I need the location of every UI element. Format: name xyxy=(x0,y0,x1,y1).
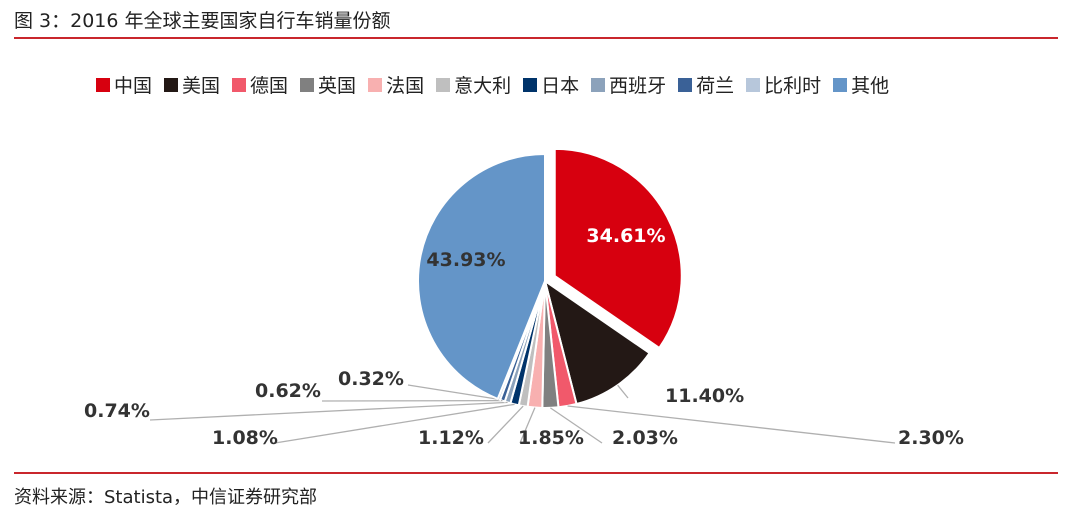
data-label: 2.30% xyxy=(898,427,964,449)
source-divider xyxy=(14,472,1058,474)
legend-swatch xyxy=(300,77,315,92)
pie-slice xyxy=(417,152,546,401)
legend-label: 德国 xyxy=(250,75,289,97)
data-label: 0.74% xyxy=(84,400,150,422)
legend-item: 美国 xyxy=(164,71,220,98)
legend-swatch xyxy=(96,77,110,92)
legend-item: 日本 xyxy=(523,71,579,98)
data-label: 0.62% xyxy=(255,380,321,402)
leader-line xyxy=(617,384,629,399)
leader-line xyxy=(567,405,896,444)
leader-line xyxy=(407,384,500,400)
figure-title: 图 3：2016 年全球主要国家自行车销量份额 xyxy=(14,10,391,32)
source-note: 资料来源：Statista，中信证券研究部 xyxy=(14,487,318,508)
legend-swatch xyxy=(164,77,179,92)
legend-swatch xyxy=(833,77,848,92)
legend-item: 英国 xyxy=(300,71,356,98)
legend-swatch xyxy=(436,77,451,92)
legend-item: 荷兰 xyxy=(678,71,734,98)
legend-swatch xyxy=(746,77,761,92)
legend-label: 荷兰 xyxy=(696,75,735,97)
data-label: 11.40% xyxy=(665,385,744,407)
data-label: 0.32% xyxy=(338,368,404,390)
legend-swatch xyxy=(368,77,383,92)
legend-item: 意大利 xyxy=(436,71,511,98)
legend-label: 美国 xyxy=(182,75,221,97)
leader-line xyxy=(550,407,603,444)
legend-label: 比利时 xyxy=(764,75,822,97)
legend-item: 西班牙 xyxy=(591,71,666,98)
legend-item: 德国 xyxy=(232,71,288,98)
legend-label: 法国 xyxy=(386,75,425,97)
legend-label: 其他 xyxy=(851,75,890,97)
legend-swatch xyxy=(591,77,606,92)
data-label: 34.61% xyxy=(586,225,665,247)
legend-label: 日本 xyxy=(541,75,580,97)
pie-slice xyxy=(553,147,683,350)
legend-swatch xyxy=(232,77,247,92)
leader-line xyxy=(519,407,536,444)
leader-line xyxy=(149,401,508,421)
leader-line xyxy=(487,405,524,444)
legend-item: 法国 xyxy=(368,71,424,98)
legend-label: 英国 xyxy=(318,75,357,97)
legend-swatch xyxy=(523,77,538,92)
legend-item: 其他 xyxy=(833,71,889,98)
data-label: 2.03% xyxy=(612,427,678,449)
data-label: 1.12% xyxy=(418,427,484,449)
pie-slice xyxy=(543,278,651,406)
title-divider xyxy=(14,37,1058,39)
legend-swatch xyxy=(678,77,693,92)
data-label: 1.85% xyxy=(518,427,584,449)
data-label: 43.93% xyxy=(426,249,505,271)
legend-item: 中国 xyxy=(96,71,152,98)
legend-item: 比利时 xyxy=(746,71,821,98)
data-label: 1.08% xyxy=(212,427,278,449)
legend-label: 中国 xyxy=(114,75,153,97)
leader-line xyxy=(274,403,515,444)
legend-label: 意大利 xyxy=(454,75,512,97)
chart-legend: 中国 美国 德国 英国 法国 意大利 日本 西班牙 荷兰 比利时 其他 xyxy=(96,71,889,98)
legend-label: 西班牙 xyxy=(609,75,667,97)
